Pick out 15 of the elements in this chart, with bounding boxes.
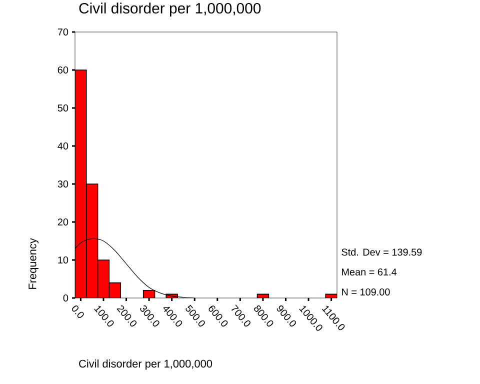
chart-title: Civil disorder per 1,000,000 (79, 2, 261, 16)
y-tick-label: 0 (63, 294, 68, 302)
x-tick-label: 0.0 (72, 305, 84, 318)
y-tick-label: 20 (58, 218, 68, 226)
y-tick-label: 70 (58, 28, 68, 36)
x-axis-title: Civil disorder per 1,000,000 (79, 360, 212, 370)
y-tick-label: 10 (58, 256, 68, 264)
y-tick-label: 60 (58, 66, 68, 74)
y-tick-label: 40 (58, 142, 68, 150)
text: N = 109.00 (342, 288, 390, 296)
y-tick-label: 50 (58, 104, 68, 112)
y-tick-label: 30 (58, 180, 68, 188)
y-axis-title: Frequency (28, 238, 38, 289)
text: Std. Dev = 139.59 (342, 248, 422, 256)
text: Mean = 61.4 (342, 268, 397, 276)
